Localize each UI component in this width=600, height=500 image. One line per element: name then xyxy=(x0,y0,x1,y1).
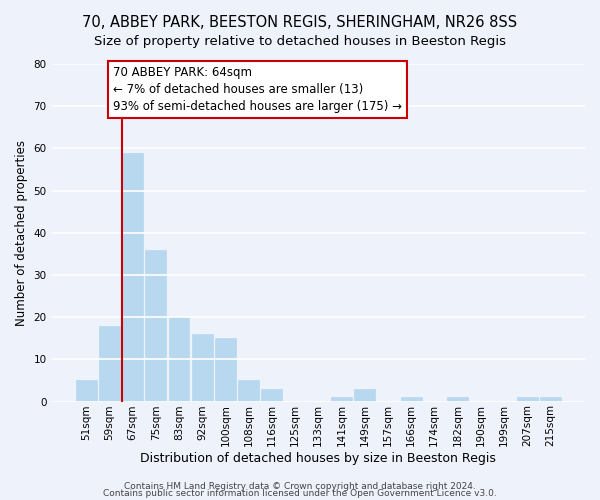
Bar xyxy=(169,317,190,402)
Bar xyxy=(145,250,166,402)
Bar xyxy=(354,389,375,402)
Bar xyxy=(192,334,212,402)
X-axis label: Distribution of detached houses by size in Beeston Regis: Distribution of detached houses by size … xyxy=(140,452,496,465)
Text: Size of property relative to detached houses in Beeston Regis: Size of property relative to detached ho… xyxy=(94,35,506,48)
Bar xyxy=(99,326,120,402)
Bar xyxy=(447,398,468,402)
Bar xyxy=(517,398,538,402)
Bar xyxy=(215,338,236,402)
Bar xyxy=(122,152,143,402)
Text: 70, ABBEY PARK, BEESTON REGIS, SHERINGHAM, NR26 8SS: 70, ABBEY PARK, BEESTON REGIS, SHERINGHA… xyxy=(82,15,518,30)
Bar xyxy=(262,389,283,402)
Text: Contains public sector information licensed under the Open Government Licence v3: Contains public sector information licen… xyxy=(103,489,497,498)
Bar xyxy=(238,380,259,402)
Bar xyxy=(401,398,422,402)
Bar xyxy=(331,398,352,402)
Text: Contains HM Land Registry data © Crown copyright and database right 2024.: Contains HM Land Registry data © Crown c… xyxy=(124,482,476,491)
Bar xyxy=(76,380,97,402)
Bar xyxy=(540,398,561,402)
Y-axis label: Number of detached properties: Number of detached properties xyxy=(15,140,28,326)
Text: 70 ABBEY PARK: 64sqm
← 7% of detached houses are smaller (13)
93% of semi-detach: 70 ABBEY PARK: 64sqm ← 7% of detached ho… xyxy=(113,66,402,113)
